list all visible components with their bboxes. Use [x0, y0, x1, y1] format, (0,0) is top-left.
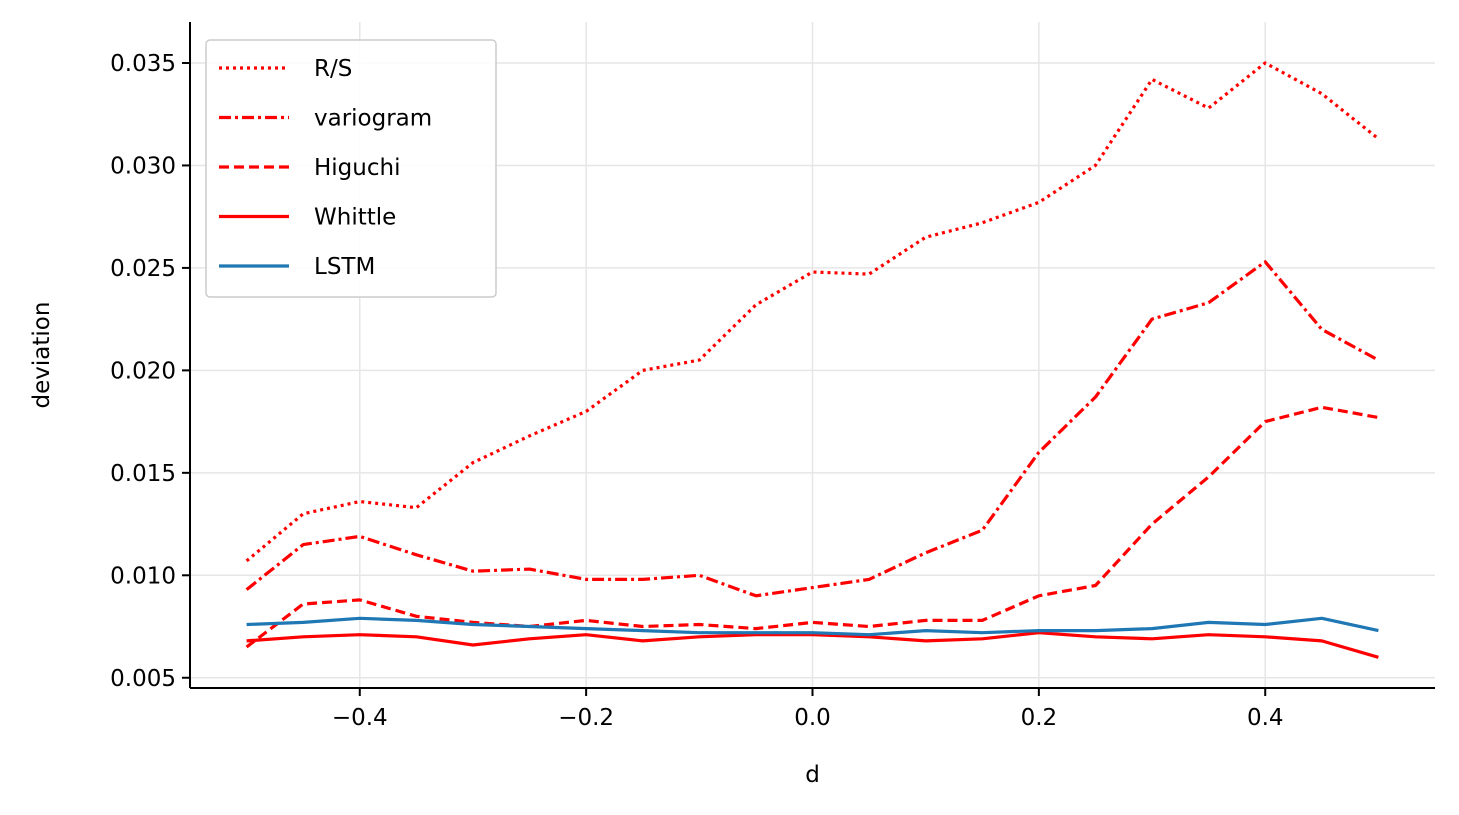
series-line-variogram [245, 260, 1380, 598]
legend: R/S variogram Higuchi Whittle LSTM [205, 39, 497, 298]
legend-label: Higuchi [314, 155, 400, 181]
y-tick-label: 0.005 [110, 666, 176, 692]
x-tick-label: −0.2 [558, 705, 614, 731]
series-line-whittle [246, 631, 1379, 659]
x-axis-label: d [805, 762, 820, 788]
series-lines [245, 61, 1380, 659]
legend-label: Whittle [314, 205, 396, 231]
y-tick-label: 0.010 [110, 563, 176, 589]
x-tick-label: 0.0 [794, 705, 831, 731]
x-tick-label: −0.4 [332, 705, 388, 731]
legend-label: R/S [314, 56, 352, 82]
y-tick-label: 0.035 [110, 51, 176, 77]
y-tick-label: 0.020 [110, 358, 176, 384]
x-tick-label: 0.4 [1247, 705, 1284, 731]
y-tick-label: 0.015 [110, 461, 176, 487]
y-tick-label: 0.025 [110, 256, 176, 282]
y-tick-label: 0.030 [110, 153, 176, 179]
legend-box [205, 39, 497, 298]
legend-label: variogram [314, 106, 432, 132]
series-line-lstm [246, 616, 1379, 637]
series-line-r-s [245, 61, 1380, 563]
series-line-higuchi [245, 405, 1379, 649]
ticks: −0.4 −0.2 0.0 0.2 0.4 0.005 0.010 0.015 0.020 0.0… [110, 51, 1283, 731]
legend-label: LSTM [314, 254, 375, 280]
y-axis-label: deviation [29, 302, 55, 409]
x-tick-label: 0.2 [1021, 705, 1058, 731]
